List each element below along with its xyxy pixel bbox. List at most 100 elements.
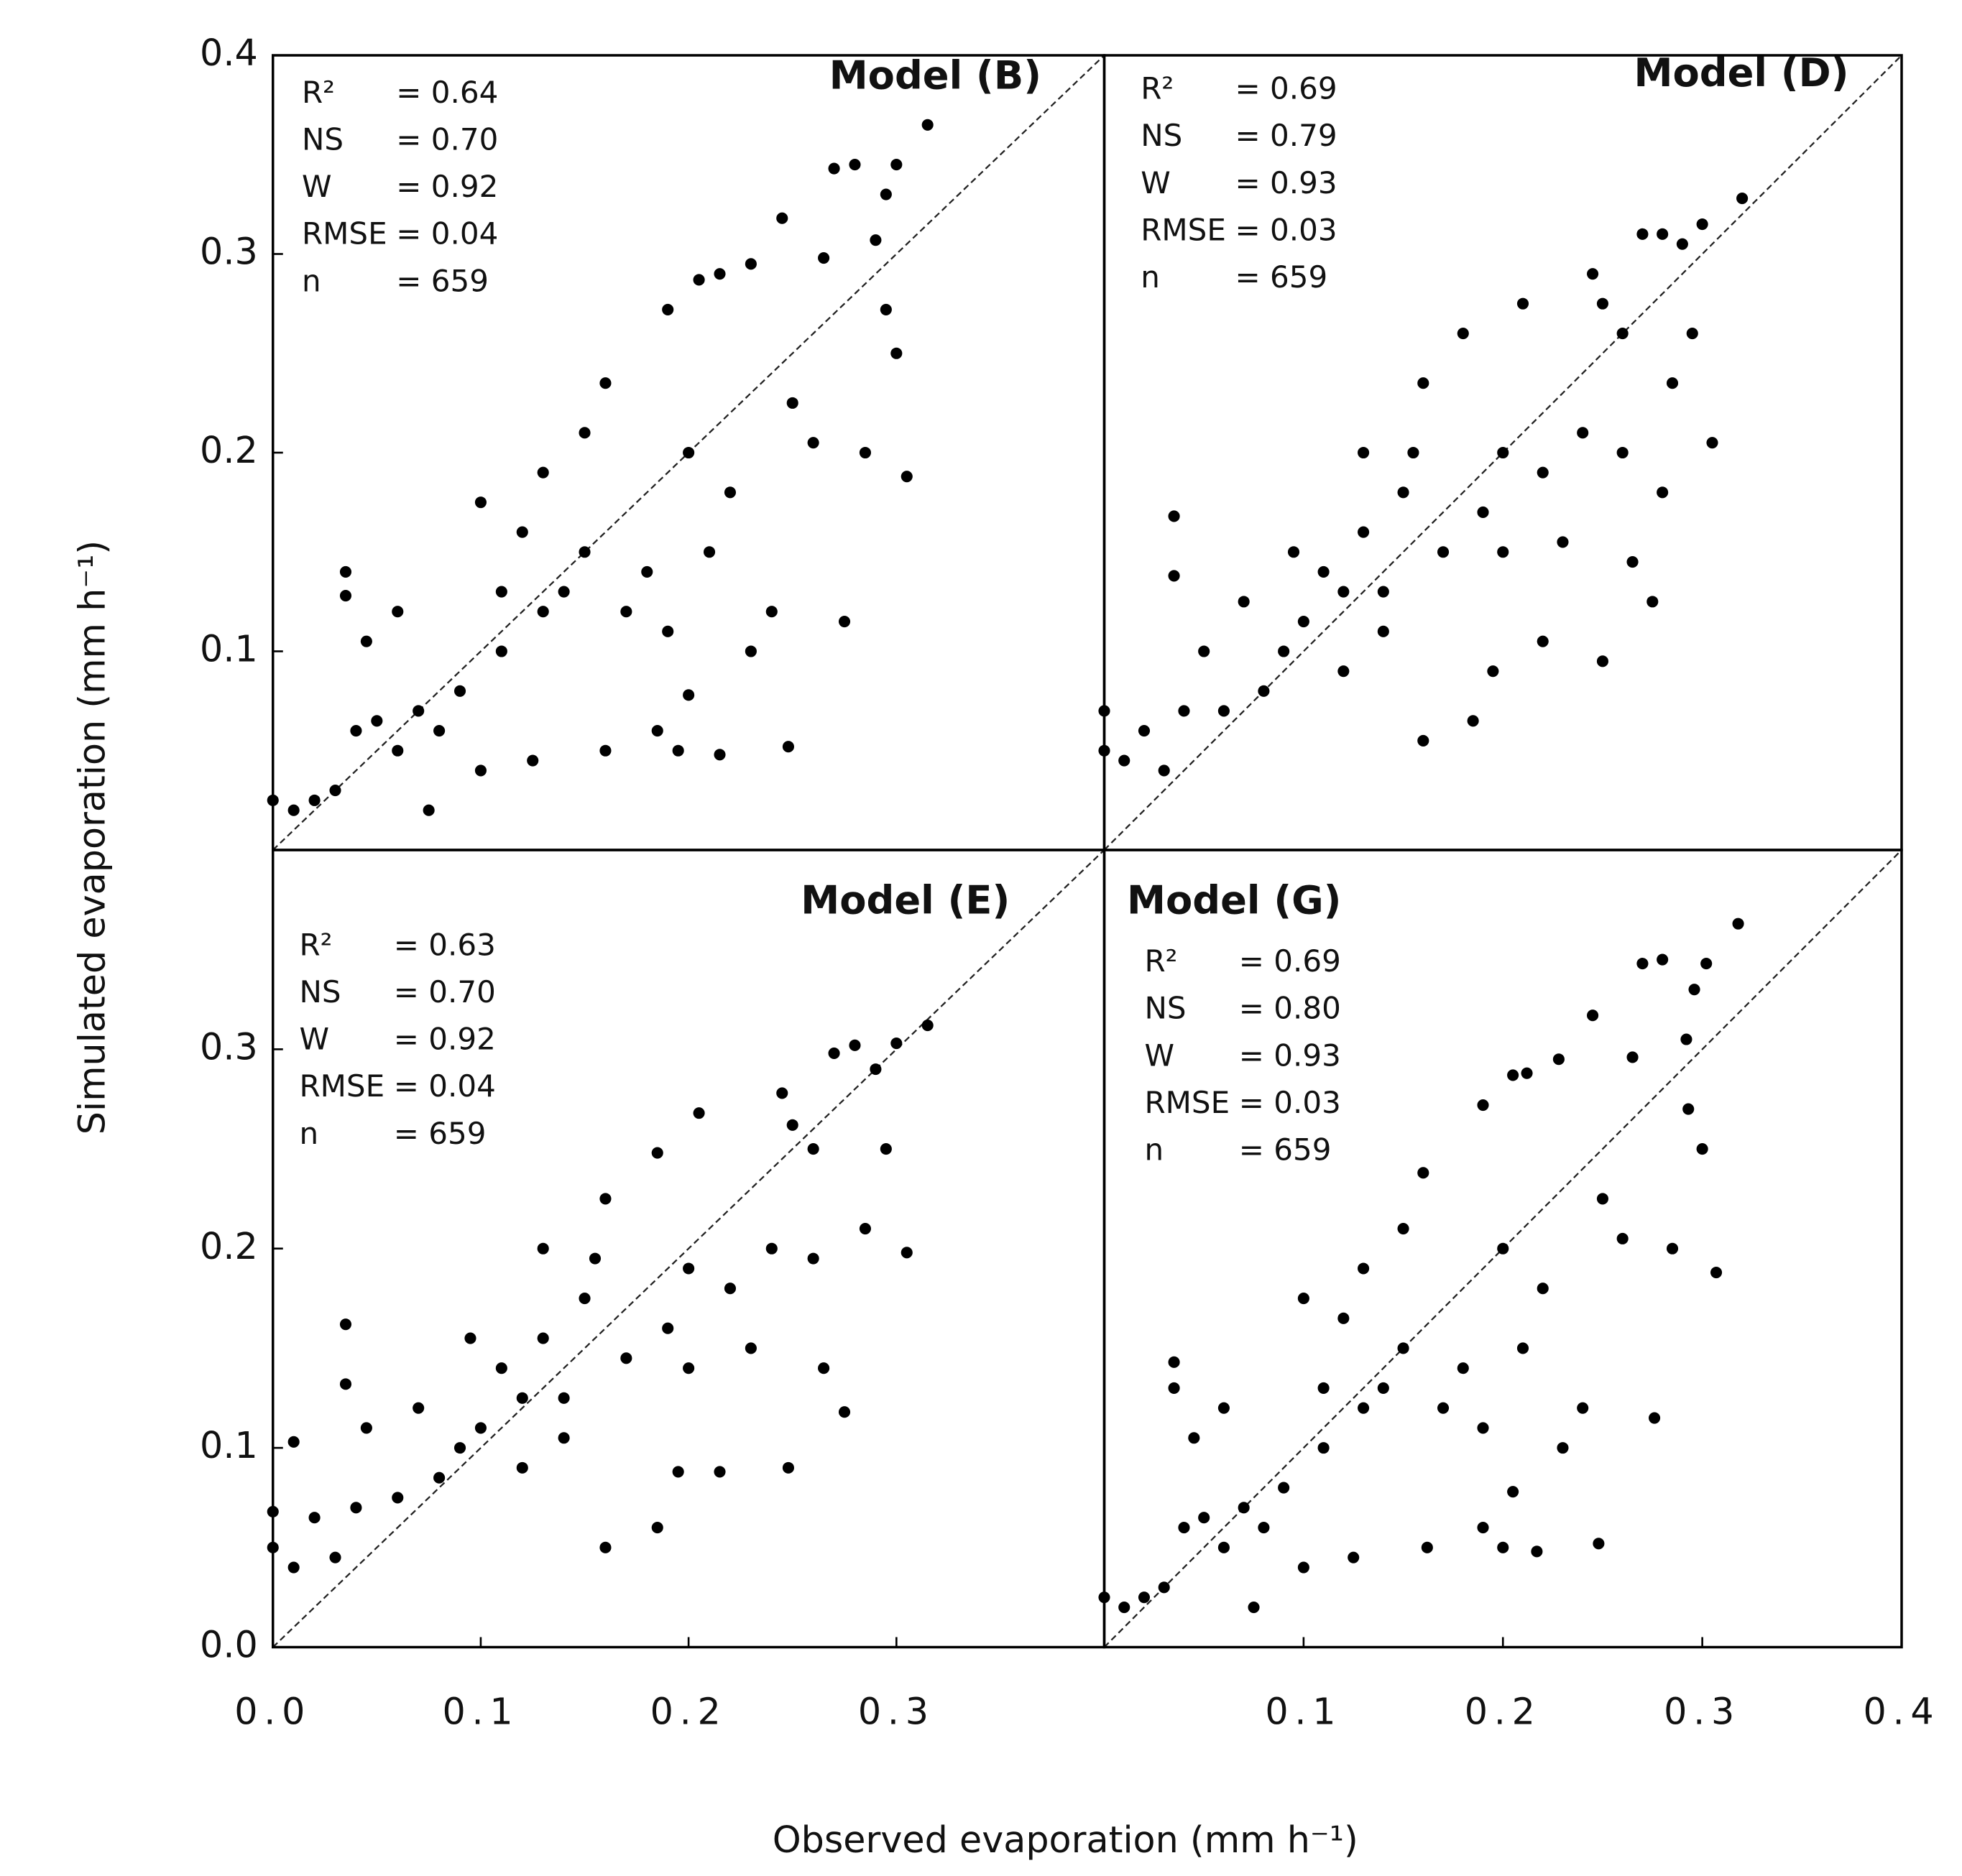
- point: [786, 397, 798, 409]
- point: [818, 251, 830, 264]
- point: [1521, 1067, 1533, 1079]
- stat-label: n: [300, 1116, 319, 1151]
- point: [392, 606, 404, 618]
- stat-label: RMSE: [300, 1068, 385, 1104]
- point: [776, 212, 788, 224]
- point: [807, 1143, 819, 1155]
- point: [880, 188, 892, 200]
- y-tick-label: 0.3: [200, 1025, 258, 1068]
- point: [495, 1362, 507, 1374]
- point: [308, 1512, 321, 1524]
- point: [1278, 645, 1290, 657]
- point: [474, 1422, 487, 1434]
- stat-label: RMSE: [302, 216, 387, 251]
- stat-label: n: [302, 263, 321, 298]
- point: [1477, 1099, 1489, 1112]
- point: [1596, 655, 1608, 667]
- point: [537, 1242, 549, 1254]
- point: [1158, 764, 1170, 777]
- point: [599, 377, 612, 389]
- point: [1666, 377, 1679, 389]
- point: [579, 1293, 591, 1305]
- point: [495, 586, 507, 598]
- stat-label: NS: [1145, 991, 1187, 1026]
- point: [516, 1461, 528, 1474]
- point: [1587, 1009, 1599, 1022]
- point: [765, 1242, 778, 1254]
- point: [350, 725, 362, 737]
- point: [651, 1147, 663, 1159]
- point: [537, 466, 549, 479]
- point: [838, 1406, 851, 1418]
- point: [433, 1471, 446, 1484]
- point: [1497, 546, 1509, 558]
- point: [516, 526, 528, 538]
- point: [1317, 1442, 1330, 1454]
- point: [360, 1422, 372, 1434]
- point: [1487, 665, 1499, 678]
- point: [1700, 958, 1713, 970]
- point: [1168, 1382, 1180, 1394]
- point: [641, 565, 653, 578]
- point: [1557, 536, 1569, 548]
- point: [287, 1436, 300, 1448]
- stat-value: = 0.92: [394, 1022, 496, 1057]
- point: [1417, 377, 1429, 389]
- stat-value: = 0.80: [1239, 991, 1341, 1026]
- point: [329, 1551, 341, 1563]
- point: [818, 1362, 830, 1374]
- point: [828, 162, 840, 175]
- point: [339, 565, 352, 578]
- panel-title: Model (G): [1127, 878, 1341, 923]
- stat-value: = 0.03: [1239, 1085, 1341, 1120]
- point: [1657, 953, 1669, 966]
- point: [724, 486, 737, 499]
- point: [1577, 427, 1589, 439]
- point: [683, 1262, 695, 1275]
- point: [1682, 1103, 1695, 1115]
- stat-label: RMSE: [1141, 212, 1226, 247]
- point: [329, 785, 341, 797]
- point: [693, 1107, 705, 1119]
- point: [1168, 1356, 1180, 1368]
- point: [1421, 1541, 1433, 1553]
- stat-value: = 0.92: [396, 169, 498, 204]
- point: [1168, 510, 1180, 522]
- point: [558, 1432, 570, 1444]
- x-tick-label: 0.1: [442, 1690, 519, 1732]
- point: [745, 258, 757, 270]
- stat-label: W: [302, 169, 332, 204]
- panel-title: Model (E): [801, 878, 1010, 923]
- point: [1626, 1051, 1639, 1063]
- point: [782, 741, 794, 753]
- point: [1248, 1601, 1260, 1614]
- stat-label: NS: [302, 121, 344, 157]
- point: [464, 1332, 476, 1344]
- point: [651, 725, 663, 737]
- point: [1497, 446, 1509, 459]
- point: [870, 1063, 882, 1076]
- y-tick-label: 0.1: [200, 628, 258, 670]
- point: [1710, 1266, 1723, 1279]
- point: [1297, 1293, 1309, 1305]
- point: [1657, 228, 1669, 240]
- panel-frame: [1102, 849, 1903, 1649]
- x-tick-label: 0.3: [1664, 1690, 1741, 1732]
- point: [579, 427, 591, 439]
- point: [1467, 715, 1479, 727]
- point: [1531, 1545, 1543, 1558]
- point: [672, 744, 684, 757]
- point: [1552, 1053, 1565, 1066]
- y-tick-label: 0.2: [200, 1225, 258, 1267]
- point: [662, 625, 674, 637]
- point: [1497, 1541, 1509, 1553]
- point: [714, 749, 726, 761]
- point: [714, 1466, 726, 1478]
- point: [921, 119, 934, 131]
- point: [339, 1318, 352, 1331]
- one-to-one-line: [272, 849, 1105, 1648]
- x-tick-label: 0.4: [1864, 1690, 1940, 1732]
- point: [1138, 1591, 1151, 1604]
- point: [474, 496, 487, 509]
- point: [1397, 1222, 1409, 1235]
